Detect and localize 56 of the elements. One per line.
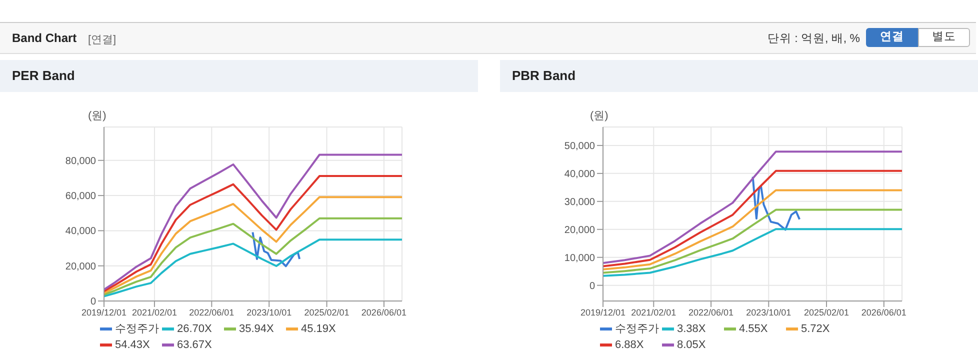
line-series [603,170,902,268]
chart-title: PER Band [0,60,478,92]
legend-label: 54.43X [114,339,151,351]
y-tick-label: 50,000 [564,141,596,152]
line-series [603,228,902,277]
line-series [104,196,402,294]
line-series [752,176,801,231]
line-series [104,175,402,292]
y-axis-title: (원) [590,109,608,123]
y-axis-title: (원) [88,109,106,123]
legend-label: 6.88X [614,339,645,351]
y-tick-label: 30,000 [564,196,596,208]
line-series [104,154,402,291]
x-tick-label: 2021/02/01 [132,307,177,318]
legend-label: 5.72X [800,322,831,336]
legend-label: 45.19X [300,322,337,336]
x-tick-label: 2025/02/01 [304,307,350,318]
legend-label: 35.94X [238,322,275,336]
legend-label: 4.55X [738,322,769,336]
legend-label: 8.05X [676,339,707,351]
y-tick-label: 0 [90,296,96,308]
line-series [252,231,301,268]
y-tick-label: 40,000 [564,168,596,180]
line-series [603,189,902,270]
x-tick-label: 2019/12/01 [81,307,127,318]
legend-label: 63.67X [176,339,213,351]
x-tick-label: 2021/02/01 [631,307,676,318]
x-tick-label: 2026/06/01 [361,307,406,318]
y-tick-label: 40,000 [65,226,96,238]
x-tick-label: 2022/06/01 [688,307,734,318]
y-tick-label: 20,000 [564,224,596,236]
x-tick-label: 2026/06/01 [861,307,906,318]
y-tick-label: 20,000 [65,261,96,272]
line-series [603,208,902,274]
x-tick-label: 2023/10/01 [746,307,792,318]
y-tick-label: 10,000 [564,252,596,264]
text: Band Chart [12,31,77,45]
line-series [104,238,402,298]
text: 별도 [918,28,970,47]
chart-title: PBR Band [500,60,978,92]
legend-label: 수정주가 [114,322,160,336]
text: 연결 [866,28,918,47]
legend-label: 26.70X [176,322,213,336]
y-tick-label: 60,000 [65,191,96,202]
y-tick-label: 80,000 [65,156,96,167]
line-series [603,150,902,264]
x-tick-label: 2019/12/01 [580,307,626,318]
text: [연결] [88,33,116,47]
legend-label: 3.38X [676,322,707,336]
x-tick-label: 2023/10/01 [246,307,292,318]
x-tick-label: 2022/06/01 [189,307,234,318]
text: 단위 : 억원, 배, % [767,32,860,46]
legend-label: 수정주가 [614,322,660,336]
y-tick-label: 0 [589,280,596,292]
line-series [104,217,402,296]
x-tick-label: 2025/02/01 [804,307,850,318]
